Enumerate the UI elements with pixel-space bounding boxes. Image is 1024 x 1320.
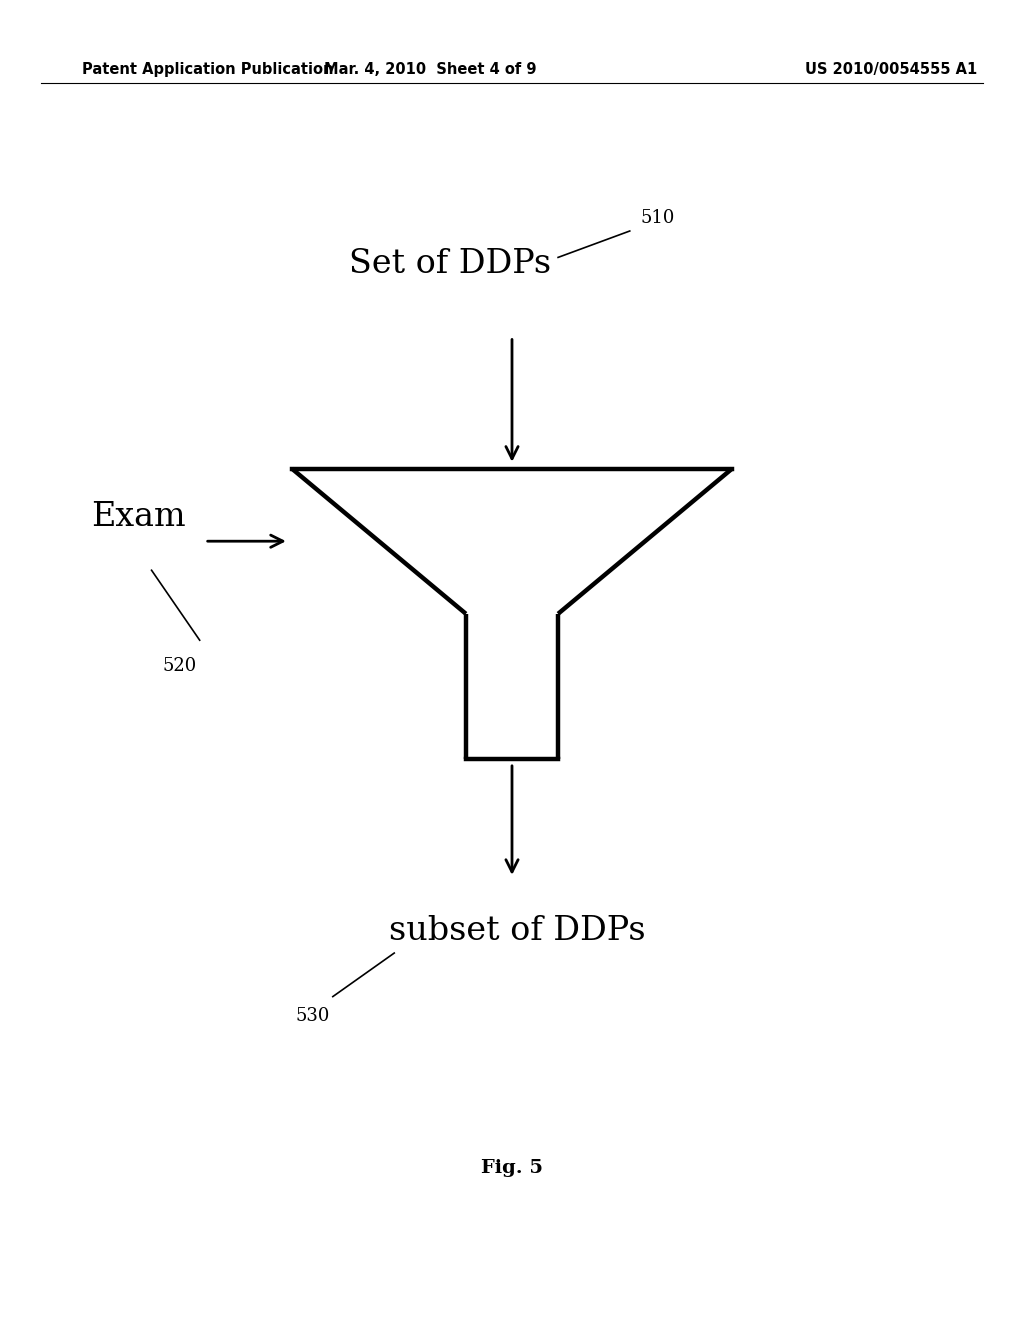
Text: 530: 530 <box>295 1007 330 1026</box>
Text: subset of DDPs: subset of DDPs <box>389 915 645 946</box>
Text: Patent Application Publication: Patent Application Publication <box>82 62 334 77</box>
Text: 510: 510 <box>640 209 675 227</box>
Text: Fig. 5: Fig. 5 <box>481 1159 543 1177</box>
Text: Mar. 4, 2010  Sheet 4 of 9: Mar. 4, 2010 Sheet 4 of 9 <box>324 62 537 77</box>
Text: US 2010/0054555 A1: US 2010/0054555 A1 <box>805 62 977 77</box>
Text: Set of DDPs: Set of DDPs <box>349 248 552 280</box>
Text: Exam: Exam <box>91 502 185 533</box>
Text: 520: 520 <box>162 657 197 676</box>
